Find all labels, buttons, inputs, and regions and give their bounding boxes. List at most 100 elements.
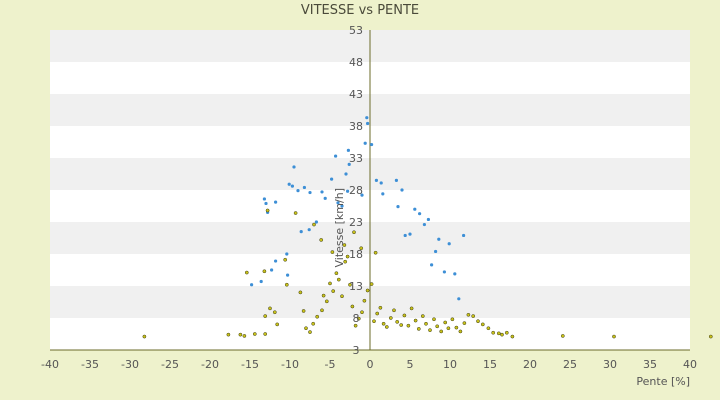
data-point: [462, 233, 466, 238]
data-point: [320, 308, 324, 313]
data-point: [420, 314, 425, 318]
data-point: [458, 329, 463, 334]
data-point: [283, 257, 288, 262]
data-point: [408, 232, 412, 236]
y-tick-label: 3: [353, 344, 360, 357]
data-point: [466, 312, 471, 317]
x-tick-label: 5: [407, 358, 414, 371]
y-tick-label: 33: [349, 152, 363, 165]
data-point: [356, 316, 361, 321]
data-point: [307, 228, 311, 232]
x-tick-label: 15: [483, 358, 497, 371]
y-tick-label: 23: [349, 216, 363, 229]
data-point: [363, 141, 367, 145]
data-point: [344, 172, 348, 176]
data-point: [510, 334, 515, 339]
x-tick-label: 25: [563, 358, 577, 371]
data-point: [262, 269, 267, 274]
data-point: [323, 196, 327, 200]
data-point: [336, 201, 340, 205]
data-point: [392, 308, 396, 313]
data-point: [312, 222, 316, 227]
data-point: [343, 259, 348, 264]
data-point: [400, 188, 404, 192]
data-point: [462, 321, 467, 325]
data-point: [365, 288, 370, 293]
data-point: [480, 322, 485, 327]
data-point: [244, 270, 249, 275]
data-point: [290, 184, 294, 188]
data-point: [476, 319, 480, 324]
data-point: [446, 326, 451, 331]
data-point: [471, 314, 476, 318]
data-point: [359, 246, 364, 251]
data-point: [336, 277, 341, 282]
data-point: [263, 332, 268, 336]
data-point: [314, 220, 318, 224]
data-point: [491, 330, 496, 335]
data-point: [263, 314, 268, 318]
x-tick-label: 40: [683, 358, 697, 371]
data-point: [352, 230, 356, 235]
data-point: [434, 249, 438, 254]
data-point: [331, 289, 336, 293]
data-point: [287, 182, 291, 186]
data-point: [381, 321, 386, 326]
data-point: [428, 328, 432, 333]
data-point: [328, 281, 332, 286]
data-point: [347, 162, 351, 166]
data-point: [439, 329, 444, 334]
data-point: [384, 325, 389, 329]
data-point: [272, 310, 277, 315]
data-point: [366, 121, 370, 126]
series-1: [250, 116, 466, 301]
x-tick-label: -25: [161, 358, 179, 371]
data-point: [395, 319, 400, 324]
data-point: [259, 279, 263, 284]
data-point: [284, 282, 289, 287]
data-point: [612, 334, 616, 339]
data-point: [432, 317, 436, 322]
y-tick-label: 38: [349, 120, 363, 133]
data-point: [298, 290, 303, 295]
x-tick-label: 30: [603, 358, 617, 371]
series-layer: [142, 116, 713, 339]
y-tick-label: 43: [349, 88, 363, 101]
data-point: [365, 116, 369, 120]
data-point: [360, 193, 364, 197]
data-point: [500, 332, 504, 337]
data-point: [308, 330, 312, 334]
x-tick-label: -20: [201, 358, 219, 371]
data-point: [324, 299, 329, 304]
data-point: [265, 208, 270, 213]
data-point: [353, 323, 358, 328]
data-point: [374, 178, 378, 182]
data-point: [308, 190, 312, 195]
data-point: [424, 321, 428, 326]
data-point: [321, 293, 326, 298]
data-point: [379, 181, 383, 185]
data-point: [413, 318, 418, 323]
y-tick-label: 48: [349, 56, 363, 69]
axes: [50, 30, 690, 351]
data-point: [394, 178, 398, 182]
y-tick-label: 53: [349, 24, 363, 37]
data-point: [275, 322, 280, 327]
data-point: [486, 326, 491, 331]
data-point: [330, 177, 334, 181]
y-tick-label: 18: [349, 248, 363, 261]
data-point: [311, 321, 316, 326]
x-tick-label: 35: [643, 358, 657, 371]
data-point: [369, 282, 374, 286]
data-point: [274, 259, 278, 263]
data-point: [378, 305, 383, 310]
x-axis-label: Pente [%]: [636, 375, 690, 388]
data-point: [299, 230, 303, 234]
data-point: [315, 314, 320, 319]
data-point: [370, 142, 374, 147]
data-point: [302, 185, 306, 190]
data-point: [447, 242, 451, 246]
data-point: [430, 263, 434, 267]
x-tick-label: 10: [443, 358, 457, 371]
y-axis-label: Vitesse [km/h]: [333, 188, 346, 268]
